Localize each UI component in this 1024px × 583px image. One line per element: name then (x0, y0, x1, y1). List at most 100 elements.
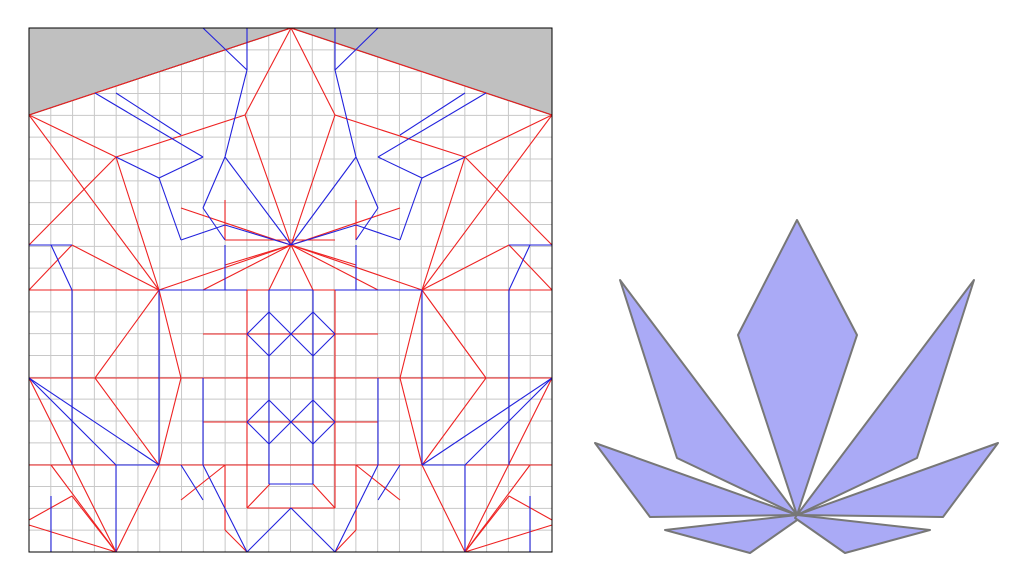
valley-fold-line (268, 421, 292, 445)
valley-fold-line (268, 333, 292, 357)
mountain-fold-line (290, 244, 379, 291)
valley-fold-line (115, 92, 182, 136)
mountain-fold-line (158, 289, 182, 379)
mountain-fold-line (28, 524, 117, 553)
valley-fold-line (202, 207, 226, 241)
valley-fold-line (202, 464, 248, 553)
mountain-fold-line (158, 377, 182, 466)
mountain-fold-line (399, 377, 423, 466)
mountain-fold-line (94, 377, 160, 466)
valley-fold-line (158, 177, 182, 241)
valley-fold-line (246, 507, 292, 553)
mountain-fold-line (28, 114, 117, 158)
valley-fold-line (268, 311, 292, 335)
mountain-fold-line (399, 289, 423, 379)
valley-fold-line (246, 311, 270, 335)
mountain-fold-line (508, 244, 553, 291)
paper-border (28, 27, 553, 553)
mountain-fold-line (290, 207, 401, 246)
mountain-fold-line (464, 524, 553, 553)
valley-fold-line (312, 311, 336, 335)
mountain-fold-line (290, 114, 336, 246)
valley-fold-line (377, 156, 423, 179)
mountain-fold-line (334, 114, 466, 158)
valley-fold-line (94, 92, 204, 158)
lotus-petal (737, 219, 858, 516)
mountain-fold-line (115, 114, 246, 158)
valley-fold-line (180, 224, 226, 241)
mountain-fold-line (224, 529, 248, 553)
mountain-fold-line (115, 464, 160, 553)
valley-fold-line (290, 333, 314, 357)
mountain-fold-line (28, 114, 160, 291)
lotus-petal (796, 442, 999, 518)
valley-fold-line (246, 421, 270, 445)
mountain-fold-line (334, 529, 357, 553)
mountain-fold-line (421, 464, 466, 553)
mountain-fold-line (28, 156, 117, 246)
valley-fold-line (290, 311, 314, 335)
valley-fold-line (28, 377, 160, 466)
mountain-fold-line (244, 114, 292, 246)
mountain-fold-line (290, 27, 336, 116)
valley-fold-line (508, 244, 531, 291)
valley-fold-line (246, 399, 270, 423)
lotus-petal (619, 279, 798, 516)
mountain-fold-line (50, 464, 117, 553)
valley-fold-line (312, 399, 336, 423)
mountain-fold-line (28, 244, 73, 291)
mountain-fold-line (94, 289, 160, 379)
lotus-petal (794, 514, 931, 554)
lotus-petal (594, 442, 798, 518)
valley-fold-line (115, 156, 160, 179)
mountain-fold-line (464, 464, 531, 553)
valley-fold-line (312, 421, 336, 445)
lotus-petal (664, 514, 801, 554)
valley-fold-line (202, 156, 226, 209)
valley-fold-line (334, 464, 379, 553)
mountain-fold-line (464, 114, 553, 158)
valley-fold-line (246, 333, 270, 357)
mountain-fold-line (180, 464, 226, 501)
valley-fold-line (158, 156, 204, 179)
mountain-fold-line (421, 377, 487, 466)
valley-fold-line (399, 92, 466, 136)
mountain-fold-line (464, 156, 553, 246)
valley-fold-line (290, 224, 357, 246)
mountain-fold-line (290, 244, 314, 291)
mountain-fold-line (421, 114, 553, 291)
mountain-fold-line (421, 244, 510, 291)
valley-fold-line (224, 156, 292, 246)
mountain-fold-line (244, 27, 292, 116)
mountain-fold-line (290, 244, 357, 266)
valley-fold-line (377, 464, 401, 501)
mountain-fold-line (421, 156, 466, 291)
mountain-fold-line (312, 483, 336, 509)
mountain-fold-line (421, 289, 487, 379)
folded-lotus-preview (594, 219, 999, 554)
mountain-fold-line (268, 244, 292, 291)
lotus-petals (594, 219, 999, 554)
valley-fold-line (224, 224, 292, 246)
mountain-fold-line (180, 207, 292, 246)
valley-fold-line (290, 399, 314, 423)
mountain-fold-line (355, 464, 401, 501)
valley-fold-line (421, 377, 553, 466)
valley-fold-line (355, 156, 379, 209)
valley-fold-line (268, 399, 292, 423)
valley-fold-line (421, 156, 466, 179)
valley-fold-line (202, 27, 248, 71)
valley-fold-line (334, 27, 379, 71)
mountain-fold-line (71, 244, 160, 291)
valley-fold-line (50, 244, 73, 291)
mountain-fold-line (224, 244, 292, 266)
valley-fold-line (399, 177, 423, 241)
valley-fold-line (180, 464, 204, 501)
valley-folds (28, 27, 553, 553)
valley-fold-line (355, 224, 401, 241)
valley-fold-line (290, 156, 357, 246)
valley-fold-line (290, 421, 314, 445)
valley-fold-line (355, 207, 379, 241)
valley-fold-line (224, 69, 248, 158)
lotus-petal (796, 279, 975, 516)
